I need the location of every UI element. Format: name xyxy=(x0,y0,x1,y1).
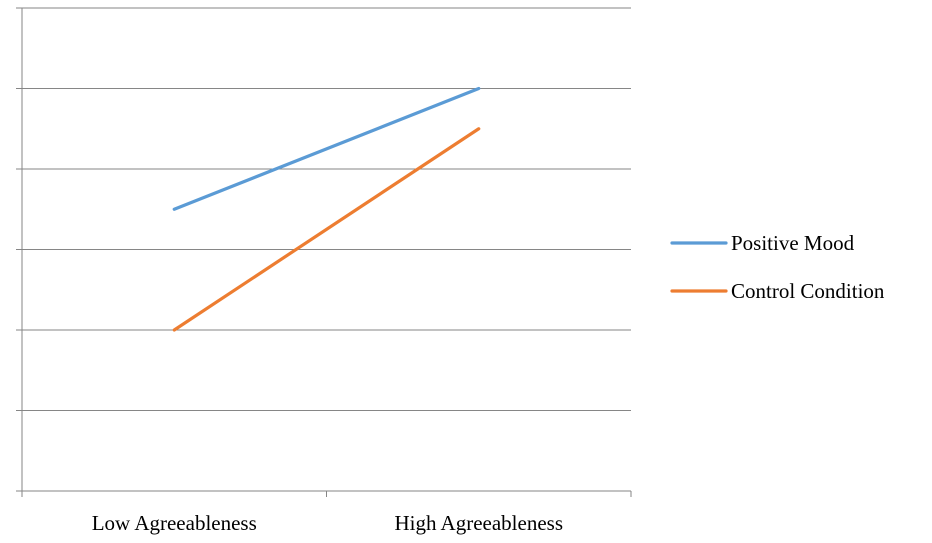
x-tick-label: High Agreeableness xyxy=(394,511,563,535)
legend-entry: Positive Mood xyxy=(670,231,855,255)
series-line-positive-mood xyxy=(172,86,481,211)
gridlines xyxy=(22,7,631,411)
legend-entry: Control Condition xyxy=(670,279,885,303)
legend-label: Positive Mood xyxy=(731,231,855,255)
legend-label: Control Condition xyxy=(731,279,885,303)
axes xyxy=(16,7,632,497)
x-tick-label: Low Agreeableness xyxy=(92,511,257,535)
series-layer xyxy=(172,86,481,332)
x-axis-labels: Low Agreeableness High Agreeableness xyxy=(92,511,563,535)
legend: Positive Mood Control Condition xyxy=(670,231,885,303)
series-line-control-condition xyxy=(172,127,481,332)
